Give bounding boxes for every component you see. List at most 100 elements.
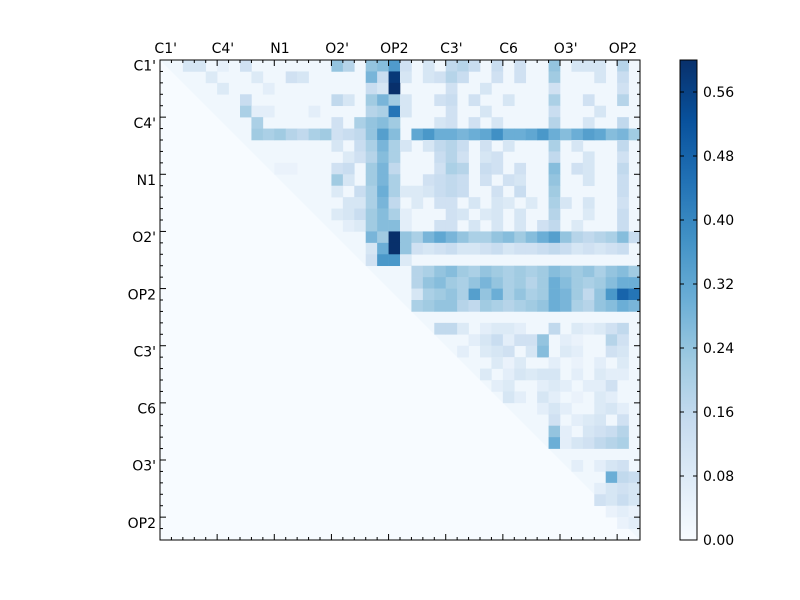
heatmap-cell — [548, 140, 561, 152]
heatmap-cell — [548, 437, 561, 449]
heatmap-cell — [331, 117, 344, 129]
heatmap-cell — [617, 345, 629, 358]
heatmap-cell — [251, 71, 264, 84]
heatmap-cell — [411, 197, 424, 209]
heatmap-cell — [491, 151, 504, 164]
heatmap-cell — [491, 231, 504, 244]
heatmap-cell — [560, 288, 572, 301]
heatmap-cell — [617, 277, 629, 289]
heatmap-cell — [331, 94, 344, 107]
heatmap-cell — [491, 60, 504, 72]
heatmap-cell — [628, 231, 641, 244]
heatmap-cell — [617, 220, 629, 232]
heatmap-cell — [377, 71, 389, 84]
heatmap-cell — [617, 60, 629, 72]
heatmap-cell — [400, 71, 412, 84]
heatmap-cell — [560, 231, 572, 244]
heatmap-cell — [422, 128, 435, 141]
heatmap-cell — [548, 368, 561, 381]
colorbar-tick-label: 0.24 — [703, 341, 734, 357]
heatmap-cell — [468, 231, 481, 244]
heatmap-cell — [502, 380, 515, 392]
heatmap-cell — [582, 208, 595, 221]
heatmap-cell — [434, 300, 447, 312]
heatmap-cell — [240, 94, 252, 107]
heatmap-cell — [560, 242, 572, 255]
heatmap-cell — [182, 60, 195, 72]
heatmap-cell — [548, 208, 561, 221]
heatmap-cell — [560, 380, 572, 392]
heatmap-cell — [617, 322, 629, 335]
heatmap-cell — [400, 60, 412, 72]
heatmap-cell — [411, 128, 424, 141]
heatmap-cell — [605, 471, 618, 484]
heatmap-cell — [434, 242, 447, 255]
x-tick-label: C3' — [440, 41, 463, 57]
heatmap-cell — [617, 265, 629, 278]
heatmap-cell — [605, 494, 618, 507]
heatmap-cell — [480, 277, 492, 289]
heatmap-cell — [365, 162, 378, 175]
heatmap-cell — [400, 185, 412, 198]
heatmap-cell — [457, 300, 469, 312]
heatmap-cell — [594, 128, 607, 141]
heatmap-cell — [605, 322, 618, 335]
heatmap-cell — [388, 117, 401, 129]
heatmap-cell — [491, 71, 504, 84]
heatmap-cell — [411, 300, 424, 312]
heatmap-cell — [525, 265, 538, 278]
heatmap-cell — [560, 277, 572, 289]
heatmap-cell — [560, 425, 572, 438]
heatmap-cell — [571, 334, 584, 347]
heatmap-cell — [365, 128, 378, 141]
heatmap-cell — [514, 208, 527, 221]
heatmap-cell — [605, 334, 618, 347]
heatmap-cell — [502, 345, 515, 358]
heatmap-cell — [354, 117, 367, 129]
heatmap-cell — [548, 391, 561, 404]
heatmap-cell — [377, 185, 389, 198]
heatmap-cell — [377, 82, 389, 95]
heatmap-cell — [457, 151, 469, 164]
heatmap-cell — [537, 288, 549, 301]
heatmap-cell — [388, 174, 401, 187]
heatmap-cell — [468, 220, 481, 232]
heatmap-cell — [571, 162, 584, 175]
heatmap-cell — [628, 494, 641, 507]
heatmap-cell — [605, 380, 618, 392]
heatmap-cell — [582, 174, 595, 187]
heatmap-cell — [594, 288, 607, 301]
heatmap-cell — [434, 162, 447, 175]
heatmap-cell — [400, 208, 412, 221]
heatmap-cell — [491, 357, 504, 369]
heatmap-cell — [537, 231, 549, 244]
heatmap-cell — [628, 288, 641, 301]
heatmap-cell — [617, 94, 629, 107]
heatmap-cell — [388, 208, 401, 221]
heatmap-cell — [262, 82, 275, 95]
heatmap-cell — [548, 265, 561, 278]
heatmap-cell — [594, 105, 607, 118]
heatmap-cell — [514, 60, 527, 72]
heatmap-cell — [400, 231, 412, 244]
heatmap-cell — [457, 71, 469, 84]
heatmap-cell — [571, 277, 584, 289]
heatmap-cell — [537, 277, 549, 289]
heatmap-cell — [285, 128, 298, 141]
heatmap-cell — [502, 322, 515, 335]
heatmap-cell — [571, 357, 584, 369]
heatmap-cell — [605, 437, 618, 449]
heatmap-cell — [502, 277, 515, 289]
heatmap-cell — [331, 174, 344, 187]
axis-ticks — [159, 59, 641, 541]
heatmap-cell — [594, 242, 607, 255]
heatmap-cell — [434, 151, 447, 164]
heatmap-cell — [537, 380, 549, 392]
heatmap-cell — [548, 288, 561, 301]
heatmap-cell — [605, 265, 618, 278]
heatmap-cell — [491, 162, 504, 175]
heatmap-cell — [388, 197, 401, 209]
heatmap-cell — [491, 208, 504, 221]
heatmap-cell — [342, 94, 355, 107]
